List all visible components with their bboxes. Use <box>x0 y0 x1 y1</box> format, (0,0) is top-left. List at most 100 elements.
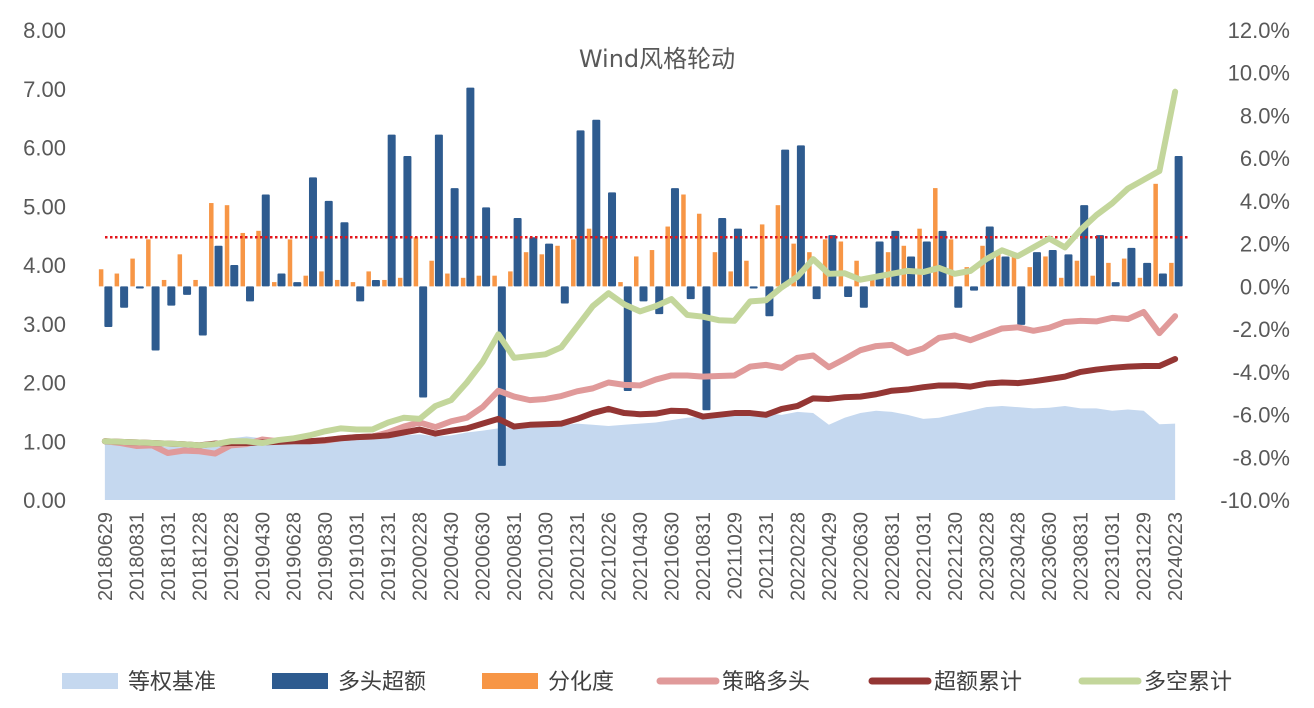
left-tick-label: 2.00 <box>23 371 66 396</box>
x-tick-label: 20210630 <box>661 512 683 601</box>
x-tick-label: 20190430 <box>252 512 274 601</box>
right-tick-label: 2.0% <box>1240 232 1290 257</box>
x-tick-label: 20230831 <box>1071 512 1093 601</box>
bar-dispersion <box>177 254 183 287</box>
bar-dispersion <box>980 245 985 287</box>
x-tick-label: 20221230 <box>945 512 967 601</box>
bar-dispersion <box>240 232 246 287</box>
bar-long-excess <box>340 222 349 287</box>
line-layer <box>101 88 1179 457</box>
bar-dispersion <box>193 279 198 287</box>
bar-long-excess <box>167 286 176 306</box>
bar-dispersion <box>996 252 1001 287</box>
bar-dispersion <box>492 275 497 287</box>
bar-dispersion <box>98 269 104 287</box>
bar-dispersion <box>366 271 371 287</box>
x-tick-label: 20220228 <box>787 512 809 601</box>
bar-long-excess <box>419 286 428 398</box>
bar-dispersion <box>209 203 214 287</box>
x-tick-label: 20230428 <box>1008 512 1030 601</box>
bar-long-excess <box>135 286 144 289</box>
bar-long-excess <box>623 286 632 392</box>
bar-dispersion <box>224 205 230 287</box>
legend-label: 策略多头 <box>722 670 810 695</box>
bar-long-excess <box>277 273 286 287</box>
x-tick-label: 20230228 <box>976 512 998 601</box>
bar-dispersion <box>382 279 387 287</box>
x-tick-label: 20180831 <box>126 512 148 601</box>
bar-dispersion <box>303 275 308 287</box>
bar-dispersion <box>350 282 356 287</box>
bar-dispersion <box>870 277 875 287</box>
bar-dispersion <box>775 205 781 287</box>
left-tick-label: 3.00 <box>23 312 66 337</box>
bar-dispersion <box>822 239 828 287</box>
legend: 等权基准 多头超额 分化度 策略多头 超额累计 多空累计 <box>62 670 1232 695</box>
bar-dispersion <box>146 239 151 287</box>
bar-long-excess <box>293 282 302 287</box>
bar-dispersion <box>334 279 340 287</box>
x-tick-label: 20231031 <box>1102 512 1124 601</box>
bar-dispersion <box>791 243 796 287</box>
area-layer <box>104 406 1176 500</box>
bar-long-excess <box>608 192 617 287</box>
bar-long-excess <box>639 286 648 302</box>
legend-label: 分化度 <box>548 670 614 695</box>
bar-long-excess <box>104 286 113 327</box>
legend-dispersion: 分化度 <box>482 670 614 695</box>
legend-swatch <box>272 673 328 689</box>
bar-long-excess <box>261 194 270 287</box>
bar-dispersion <box>1011 256 1017 287</box>
bar-long-excess <box>576 130 585 287</box>
x-tick-label: 20211231 <box>756 512 778 600</box>
bar-long-excess <box>1001 256 1010 287</box>
bar-long-excess <box>1017 286 1026 325</box>
bar-dispersion <box>413 237 419 287</box>
right-tick-label: 8.0% <box>1240 103 1290 128</box>
x-tick-label: 20200228 <box>410 512 432 601</box>
left-tick-label: 4.00 <box>23 253 66 278</box>
bar-long-excess <box>1080 205 1089 287</box>
bar-dispersion <box>555 245 560 287</box>
left-tick-label: 5.00 <box>23 194 66 219</box>
x-tick-label: 20190830 <box>315 512 337 601</box>
area-equal-weight-benchmark <box>104 406 1176 500</box>
bar-dispersion <box>1090 275 1095 287</box>
bar-long-excess <box>1095 235 1104 287</box>
x-tick-label: 20240223 <box>1165 512 1187 601</box>
legend-long-excess: 多头超额 <box>272 670 426 695</box>
legend-long-short: 多空累计 <box>1078 670 1232 695</box>
bar-dispersion <box>1106 262 1111 287</box>
x-tick-label: 20200831 <box>504 512 526 601</box>
right-tick-label: -8.0% <box>1233 445 1290 470</box>
bar-layer <box>98 87 1183 466</box>
bar-dispersion <box>130 258 135 287</box>
bar-dispersion <box>1058 277 1064 287</box>
bar-long-excess <box>670 188 679 287</box>
bar-dispersion <box>571 239 576 287</box>
bar-long-excess <box>686 286 695 300</box>
x-tick-label: 20180629 <box>95 512 117 601</box>
right-axis: -10.0% -8.0% -6.0% -4.0% -2.0% 0.0% 2.0% 4.0% 6.… <box>1220 18 1290 513</box>
right-tick-label: -2.0% <box>1233 317 1290 342</box>
right-tick-label: 10.0% <box>1228 61 1290 86</box>
bar-dispersion <box>508 271 513 287</box>
x-tick-label: 20200430 <box>441 512 463 601</box>
x-tick-label: 20230630 <box>1039 512 1061 601</box>
bar-dispersion <box>712 252 718 287</box>
x-tick-label: 20220831 <box>882 512 904 601</box>
right-tick-label: 4.0% <box>1240 189 1290 214</box>
bar-dispersion <box>854 260 859 287</box>
bar-long-excess <box>938 230 947 287</box>
bar-dispersion <box>901 245 907 287</box>
line-long-short-cumulative <box>101 88 1179 449</box>
bar-dispersion <box>728 271 733 287</box>
x-tick-label: 20211029 <box>724 512 746 600</box>
bar-long-excess <box>513 218 522 287</box>
x-tick-label: 20181031 <box>158 512 180 601</box>
bar-long-excess <box>1032 252 1041 287</box>
right-tick-label: 12.0% <box>1228 18 1290 43</box>
bar-long-excess <box>844 286 853 298</box>
bar-dispersion <box>807 252 812 287</box>
